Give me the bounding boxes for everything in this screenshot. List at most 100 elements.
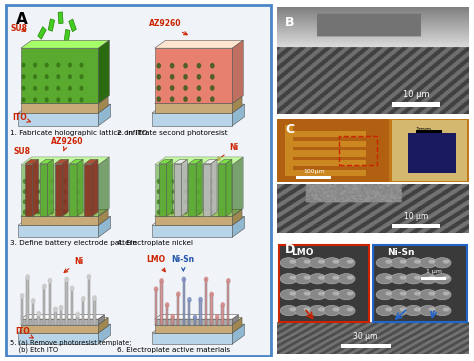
Circle shape xyxy=(400,260,407,264)
Polygon shape xyxy=(211,160,217,216)
Circle shape xyxy=(64,180,66,183)
Polygon shape xyxy=(21,96,108,103)
Circle shape xyxy=(157,190,160,193)
Circle shape xyxy=(80,63,83,67)
Bar xyxy=(221,305,224,325)
Polygon shape xyxy=(99,96,108,113)
Bar xyxy=(182,279,185,325)
Circle shape xyxy=(171,210,173,214)
Circle shape xyxy=(199,297,202,302)
Text: ITO: ITO xyxy=(12,113,30,122)
Circle shape xyxy=(50,190,53,193)
Circle shape xyxy=(323,258,341,268)
Bar xyxy=(194,317,196,325)
Circle shape xyxy=(157,200,160,204)
Bar xyxy=(216,317,219,325)
Circle shape xyxy=(197,97,201,101)
Bar xyxy=(60,308,62,325)
Circle shape xyxy=(43,284,46,288)
Circle shape xyxy=(428,307,435,312)
Bar xyxy=(188,300,191,325)
FancyBboxPatch shape xyxy=(6,5,271,356)
Circle shape xyxy=(289,291,296,296)
Bar xyxy=(279,245,369,322)
Circle shape xyxy=(71,286,74,291)
Bar xyxy=(49,280,51,325)
Circle shape xyxy=(385,291,392,296)
Circle shape xyxy=(221,303,224,307)
Circle shape xyxy=(37,312,40,316)
Text: 100μm: 100μm xyxy=(303,169,325,174)
Circle shape xyxy=(294,274,312,284)
Circle shape xyxy=(318,260,325,264)
Polygon shape xyxy=(232,104,245,126)
Polygon shape xyxy=(152,113,232,126)
Circle shape xyxy=(188,297,191,302)
Polygon shape xyxy=(18,324,110,333)
Circle shape xyxy=(211,200,214,204)
Circle shape xyxy=(22,75,25,78)
Circle shape xyxy=(48,279,52,283)
Circle shape xyxy=(280,305,298,316)
Text: Ni-Sn: Ni-Sn xyxy=(171,255,194,271)
Bar xyxy=(277,119,389,182)
Circle shape xyxy=(32,299,35,303)
Circle shape xyxy=(20,294,24,298)
Circle shape xyxy=(376,290,393,300)
Circle shape xyxy=(289,260,296,264)
Circle shape xyxy=(289,307,296,312)
Circle shape xyxy=(443,260,450,264)
Circle shape xyxy=(294,258,312,268)
Circle shape xyxy=(197,75,201,79)
Circle shape xyxy=(391,305,408,316)
Circle shape xyxy=(443,291,450,296)
Circle shape xyxy=(165,303,169,307)
Polygon shape xyxy=(21,103,99,113)
Circle shape xyxy=(400,275,407,280)
Text: 30 μm: 30 μm xyxy=(354,332,378,341)
Circle shape xyxy=(405,290,422,300)
Text: A: A xyxy=(16,12,27,27)
Circle shape xyxy=(69,75,71,78)
Circle shape xyxy=(37,210,39,214)
Bar xyxy=(285,170,365,176)
Polygon shape xyxy=(232,217,245,237)
Circle shape xyxy=(280,258,298,268)
Text: 2. Infiltrate second photoresist: 2. Infiltrate second photoresist xyxy=(117,130,228,135)
Polygon shape xyxy=(232,209,242,225)
Circle shape xyxy=(428,260,435,264)
Circle shape xyxy=(57,75,60,78)
Circle shape xyxy=(227,279,230,283)
Circle shape xyxy=(294,290,312,300)
Polygon shape xyxy=(70,160,83,164)
Circle shape xyxy=(69,98,71,101)
Circle shape xyxy=(77,200,80,204)
Text: AZ9260: AZ9260 xyxy=(51,136,84,151)
Polygon shape xyxy=(21,325,99,333)
Circle shape xyxy=(323,305,341,316)
Circle shape xyxy=(385,275,392,280)
Circle shape xyxy=(318,291,325,296)
Circle shape xyxy=(80,98,83,101)
Bar xyxy=(48,19,55,31)
Text: 3. Define battery electrode pattern: 3. Define battery electrode pattern xyxy=(10,240,137,246)
Polygon shape xyxy=(152,324,245,333)
Circle shape xyxy=(434,290,451,300)
Circle shape xyxy=(24,200,26,204)
Bar xyxy=(421,277,446,280)
Circle shape xyxy=(46,63,48,67)
Bar xyxy=(88,277,90,325)
Circle shape xyxy=(332,307,339,312)
Polygon shape xyxy=(152,217,245,225)
Circle shape xyxy=(24,180,26,183)
Circle shape xyxy=(184,180,187,183)
Circle shape xyxy=(443,275,450,280)
Polygon shape xyxy=(218,160,232,164)
Circle shape xyxy=(391,258,408,268)
Circle shape xyxy=(309,258,326,268)
Circle shape xyxy=(24,190,26,193)
Circle shape xyxy=(280,290,298,300)
Bar xyxy=(285,125,292,176)
Circle shape xyxy=(303,275,310,280)
Circle shape xyxy=(198,190,200,193)
